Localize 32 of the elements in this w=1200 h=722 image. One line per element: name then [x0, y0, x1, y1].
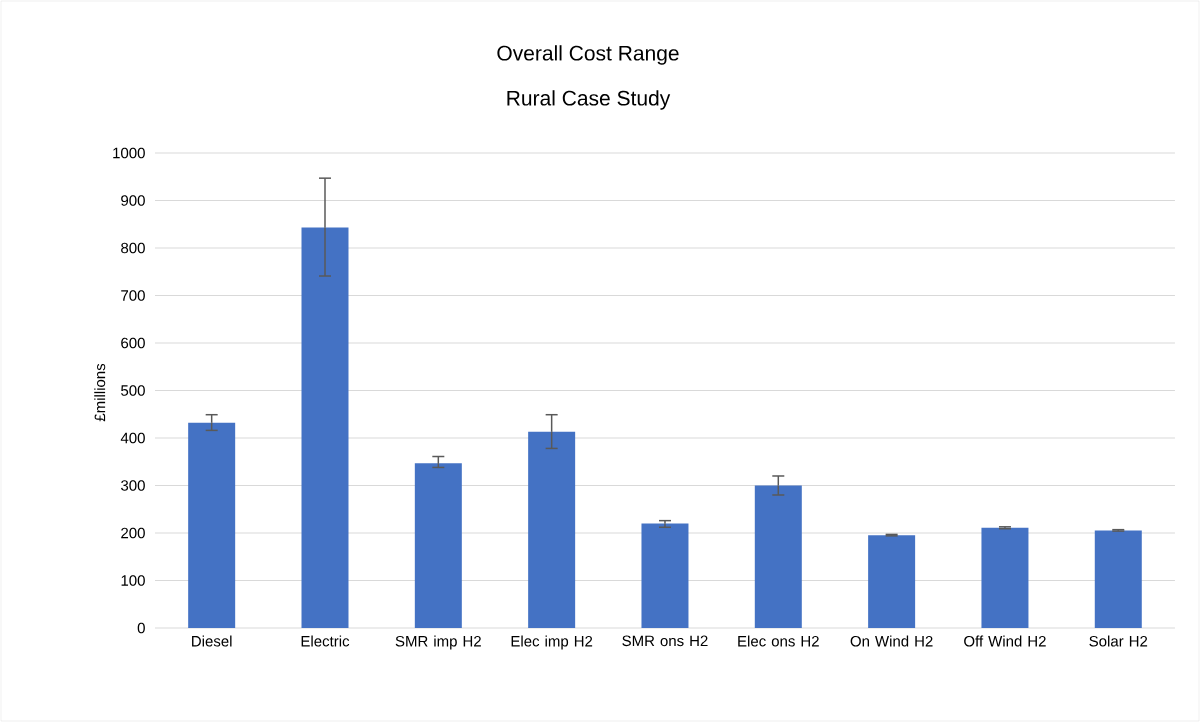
x-tick-label: SMR imp H2 — [395, 635, 481, 650]
y-tick-label: 900 — [121, 195, 145, 206]
bar — [868, 535, 916, 628]
y-tick-label: 800 — [121, 242, 145, 254]
y-tick-label: 400 — [120, 432, 145, 444]
x-tick-label: Elec ons H2 — [738, 635, 819, 647]
x-tick-label: On Wind H2 — [850, 635, 933, 647]
x-tick-label: Off Wind H2 — [964, 635, 1046, 647]
y-tick-label: 1000 — [113, 147, 145, 159]
y-tick-label: 600 — [121, 337, 145, 349]
y-tick-label: 700 — [121, 290, 145, 301]
x-tick-label: SMR ons H2 — [622, 635, 708, 647]
y-axis-title: £millions — [94, 363, 106, 422]
bar — [414, 463, 462, 628]
chart-subtitle: Rural Case Study — [507, 90, 671, 110]
x-tick-label: Elec imp H2 — [511, 635, 593, 650]
y-tick-label: 300 — [121, 480, 145, 491]
y-tick-label: 500 — [121, 385, 145, 396]
bar — [301, 227, 349, 628]
chart-title: Overall Cost Range — [497, 45, 679, 65]
bar — [1094, 530, 1142, 628]
y-tick-label: 100 — [121, 575, 145, 586]
bar — [528, 431, 576, 628]
bar — [188, 422, 236, 628]
y-tick-label: 200 — [121, 527, 145, 539]
x-tick-label: Diesel — [192, 635, 232, 647]
bar — [754, 485, 802, 628]
bar — [641, 523, 689, 628]
bar — [981, 527, 1029, 628]
y-tick-label: 0 — [137, 622, 145, 634]
x-tick-label: Solar H2 — [1089, 635, 1148, 647]
x-tick-label: Electric — [301, 635, 350, 647]
